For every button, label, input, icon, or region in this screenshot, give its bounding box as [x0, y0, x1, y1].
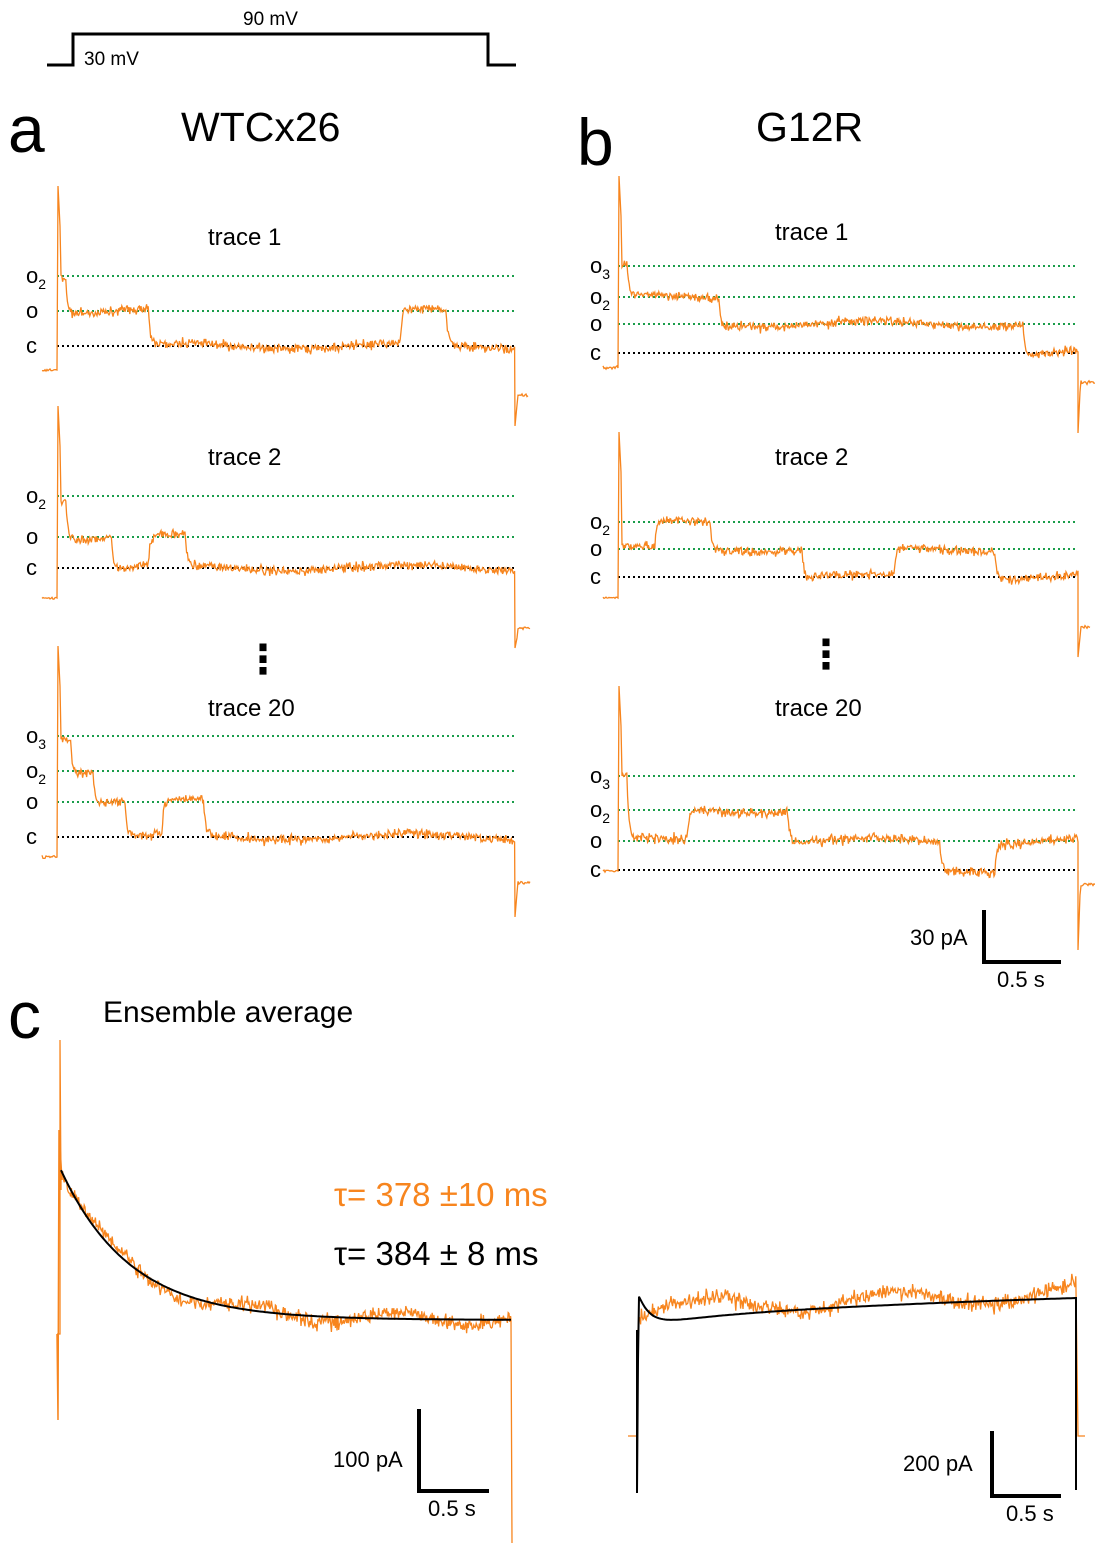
level-label-a2-c: c — [26, 555, 37, 580]
level-label-b20-c: c — [590, 857, 601, 882]
level-subscript: 2 — [602, 297, 610, 313]
current-trace-b20 — [602, 685, 1095, 951]
panel-b-title: G12R — [756, 104, 863, 150]
level-subscript: 2 — [38, 276, 46, 292]
level-label-b2-o: o — [590, 536, 602, 561]
level-label-a20-o: o — [26, 789, 38, 814]
level-label-b2-c: c — [590, 564, 601, 589]
level-label-b20-o: o — [590, 828, 602, 853]
level-subscript: 3 — [602, 266, 610, 282]
scalebar-ens-wt-current: 100 pA — [333, 1447, 403, 1472]
level-label-a1-c: c — [26, 333, 37, 358]
current-trace-a1 — [41, 185, 529, 427]
current-trace-b2 — [602, 431, 1091, 658]
level-label-a1-o: o — [26, 298, 38, 323]
level-label-b2-o2: o2 — [590, 509, 610, 538]
trace-name-a20: trace 20 — [208, 695, 295, 722]
panel-b-letter: b — [577, 105, 614, 179]
scalebar-single-current: 30 pA — [910, 925, 968, 950]
level-label-b1-o3: o3 — [590, 253, 610, 282]
level-subscript: 2 — [602, 810, 610, 826]
level-label-a1-o2: o2 — [26, 263, 46, 292]
level-subscript: 2 — [38, 771, 46, 787]
level-label-a20-o3: o3 — [26, 723, 46, 752]
level-label-b1-o: o — [590, 311, 602, 336]
scalebar-ens-g12r-bars — [990, 1431, 1061, 1498]
level-label-a20-o2: o2 — [26, 758, 46, 787]
ensemble-trace-wt — [57, 1039, 513, 1543]
level-label-b1-c: c — [590, 340, 601, 365]
ellipsis-b: ⋮ — [806, 633, 846, 677]
panel-c-letter: c — [8, 978, 41, 1052]
trace-name-b2: trace 2 — [775, 444, 848, 471]
ensemble-artifact-wt — [56, 1129, 63, 1421]
scalebar-ens-g12r: 200 pA 0.5 s — [903, 1431, 1061, 1526]
level-label-b1-o2: o2 — [590, 284, 610, 313]
ellipsis-a: ⋮ — [243, 638, 283, 682]
level-subscript: 2 — [38, 496, 46, 512]
ensemble-trace-g12r — [628, 1273, 1085, 1437]
protocol-line — [47, 32, 516, 67]
voltage-protocol: 90 mV 30 mV — [47, 9, 516, 70]
scalebar-single: 30 pA 0.5 s — [910, 910, 1061, 992]
scalebar-ens-wt: 100 pA 0.5 s — [333, 1409, 489, 1521]
tau-wt-label: τ= 378 ±10 ms — [334, 1176, 548, 1213]
level-subscript: 3 — [38, 736, 46, 752]
scalebar-ens-wt-time: 0.5 s — [428, 1496, 476, 1521]
scalebar-ens-g12r-time: 0.5 s — [1006, 1501, 1054, 1526]
trace-name-a2: trace 2 — [208, 444, 281, 471]
level-label-a2-o: o — [26, 524, 38, 549]
level-label-b20-o2: o2 — [590, 797, 610, 826]
level-subscript: 3 — [602, 776, 610, 792]
trace-name-a1: trace 1 — [208, 224, 281, 251]
level-label-a20-c: c — [26, 824, 37, 849]
protocol-v2-label: 90 mV — [243, 9, 298, 30]
trace-name-b20: trace 20 — [775, 695, 862, 722]
panel-a-letter: a — [8, 92, 45, 166]
scalebar-single-bars — [982, 910, 1061, 964]
level-label-b20-o3: o3 — [590, 763, 610, 792]
level-subscript: 2 — [602, 522, 610, 538]
level-label-a2-o2: o2 — [26, 483, 46, 512]
ensemble-fit-wt — [60, 1169, 511, 1321]
scalebar-ens-wt-bars — [417, 1409, 489, 1493]
current-trace-b1 — [602, 175, 1095, 434]
panel-a-title: WTCx26 — [181, 104, 340, 150]
ensemble-fit-g12r — [636, 1296, 1077, 1494]
scalebar-single-time: 0.5 s — [997, 967, 1045, 992]
protocol-v1-label: 30 mV — [84, 49, 139, 70]
trace-name-b1: trace 1 — [775, 219, 848, 246]
current-traces — [41, 175, 1095, 1543]
current-trace-a2 — [41, 405, 531, 649]
current-trace-a20 — [41, 645, 531, 918]
panel-c-title: Ensemble average — [103, 996, 353, 1029]
scalebar-ens-g12r-current: 200 pA — [903, 1451, 973, 1476]
tau-g12r-label: τ= 384 ± 8 ms — [334, 1235, 539, 1272]
